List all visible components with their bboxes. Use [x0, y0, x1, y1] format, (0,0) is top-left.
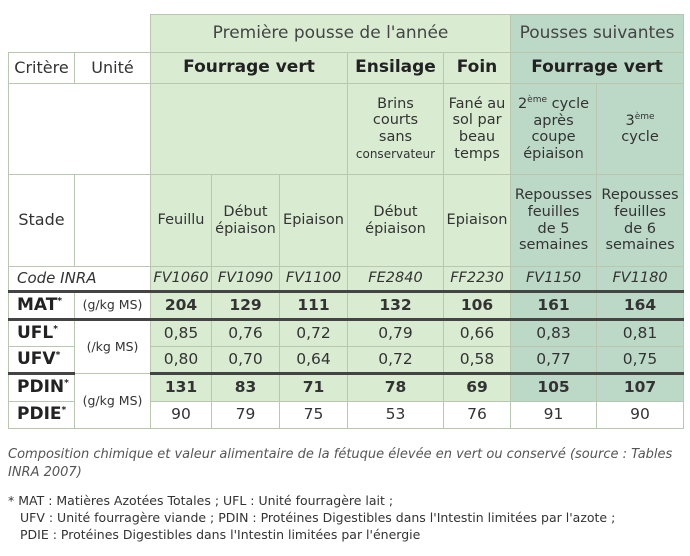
ufl-value: 0,79 — [347, 319, 444, 347]
ufl-value: 0,85 — [150, 319, 212, 347]
ufv-value: 0,58 — [442, 346, 512, 375]
ufv-label: UFV* — [8, 346, 75, 375]
stage-cell: Début épiaison — [347, 174, 444, 267]
ensilage-header: Ensilage — [347, 52, 444, 84]
stade-label: Stade — [8, 174, 75, 267]
code-cell: FV1180 — [596, 266, 685, 292]
critere-header: Critère — [8, 52, 75, 84]
conditions-row: Brins courts sans conservateur Fané au s… — [8, 83, 685, 175]
ufv-value: 0,77 — [510, 346, 598, 375]
feed-value-table-container: Première pousse de l'année Pousses suiva… — [8, 14, 685, 429]
group-header-row: Première pousse de l'année Pousses suiva… — [9, 14, 685, 53]
pdie-row: PDIE* 90 79 75 53 76 91 90 — [8, 401, 685, 429]
conditions-fourrage-vert — [150, 83, 348, 175]
mat-value: 161 — [510, 290, 598, 321]
stage-row: Stade Feuillu Début épiaison Epiaison Déb… — [8, 174, 685, 267]
code-cell: FV1060 — [150, 266, 212, 292]
mat-value: 164 — [596, 290, 685, 321]
pdie-value: 90 — [150, 401, 212, 429]
code-inra-label: Code INRA — [8, 266, 151, 292]
mat-value: 129 — [211, 290, 280, 321]
footnotes: * MAT : Matières Azotées Totales ; UFL :… — [8, 492, 688, 543]
code-cell: FV1100 — [279, 266, 348, 292]
ufv-value: 0,80 — [150, 346, 212, 375]
ufl-value: 0,81 — [596, 319, 685, 347]
pdin-value: 78 — [347, 373, 444, 402]
ufv-value: 0,75 — [596, 346, 685, 375]
pdie-value: 53 — [347, 401, 444, 429]
pdie-value: 75 — [279, 401, 348, 429]
pdin-value: 107 — [596, 373, 685, 402]
code-row: Code INRA FV1060 FV1090 FV1100 FE2840 FF… — [8, 266, 685, 292]
footnote-line: * MAT : Matières Azotées Totales ; UFL :… — [8, 493, 394, 508]
ufv-value: 0,64 — [279, 346, 348, 375]
stage-cell: Epiaison — [442, 174, 512, 267]
fourrage-vert-header-2: Fourrage vert — [510, 52, 685, 84]
stade-unit-blank — [74, 174, 151, 267]
mat-label: MAT* — [8, 290, 75, 321]
pdie-value: 76 — [442, 401, 512, 429]
pdin-label: PDIN* — [8, 373, 75, 402]
pdin-value: 131 — [150, 373, 212, 402]
code-cell: FV1090 — [211, 266, 280, 292]
feed-value-table: Première pousse de l'année Pousses suiva… — [8, 14, 685, 429]
mat-value: 106 — [442, 290, 512, 321]
stage-cell: Feuillu — [150, 174, 212, 267]
stage-cell: Epiaison — [279, 174, 348, 267]
blank-corner — [9, 15, 151, 53]
forage-type-row: Critère Unité Fourrage vert Ensilage Foi… — [8, 52, 685, 84]
pdie-label: PDIE* — [8, 401, 75, 429]
ufv-value: 0,70 — [211, 346, 280, 375]
footnote-line: UFV : Unité fourragère viande ; PDIN : P… — [20, 510, 616, 525]
code-cell: FF2230 — [442, 266, 512, 292]
pdin-value: 83 — [211, 373, 280, 402]
table-caption: Composition chimique et valeur alimentai… — [8, 447, 673, 480]
ufv-value: 0,72 — [347, 346, 444, 375]
stage-cell: Repousses feuilles de 5 semaines — [510, 174, 598, 267]
footnote-line: PDIE : Protéines Digestibles dans l'Inte… — [20, 527, 421, 542]
conditions-foin: Fané au sol par beau temps — [442, 83, 512, 175]
first-growth-header: Première pousse de l'année — [149, 14, 512, 53]
ufl-value: 0,76 — [211, 319, 280, 347]
mat-unit: (g/kg MS) — [74, 290, 151, 321]
pdin-value: 71 — [279, 373, 348, 402]
pdi-unit: (g/kg MS) — [74, 373, 151, 429]
uf-unit: (/kg MS) — [74, 319, 151, 374]
stage-cell: Début épiaison — [211, 174, 280, 267]
mat-value: 204 — [150, 290, 212, 321]
ufv-row: UFV* 0,80 0,70 0,64 0,72 0,58 0,77 0,75 — [8, 346, 685, 375]
code-cell: FV1150 — [510, 266, 598, 292]
mat-row: MAT* (g/kg MS) 204 129 111 132 106 161 1… — [8, 290, 685, 321]
conditions-cycle-3: 3ème cycle — [596, 83, 685, 175]
conditions-cycle-2: 2ème cycle après coupe épiaison — [510, 83, 598, 175]
regrowth-header: Pousses suivantes — [510, 14, 685, 53]
mat-value: 132 — [347, 290, 444, 321]
pdie-value: 79 — [211, 401, 280, 429]
mat-value: 111 — [279, 290, 348, 321]
ufl-value: 0,66 — [442, 319, 512, 347]
ufl-label: UFL* — [8, 319, 75, 347]
pdin-row: PDIN* (g/kg MS) 131 83 71 78 69 105 107 — [8, 373, 685, 429]
ufl-value: 0,83 — [510, 319, 598, 347]
ufl-row: UFL* (/kg MS) 0,85 0,76 0,72 0,79 0,66 0… — [8, 319, 685, 374]
pdie-value: 90 — [596, 401, 685, 429]
foin-header: Foin — [442, 52, 512, 84]
fourrage-vert-header-1: Fourrage vert — [150, 52, 348, 84]
conditions-ensilage: Brins courts sans conservateur — [347, 83, 444, 175]
pdin-value: 105 — [510, 373, 598, 402]
ufl-value: 0,72 — [279, 319, 348, 347]
pdin-value: 69 — [442, 373, 512, 402]
code-cell: FE2840 — [347, 266, 444, 292]
stage-cell: Repousses feuilles de 6 semaines — [596, 174, 685, 267]
unite-header: Unité — [74, 52, 151, 84]
conditions-blank — [8, 83, 151, 175]
pdie-value: 91 — [510, 401, 598, 429]
